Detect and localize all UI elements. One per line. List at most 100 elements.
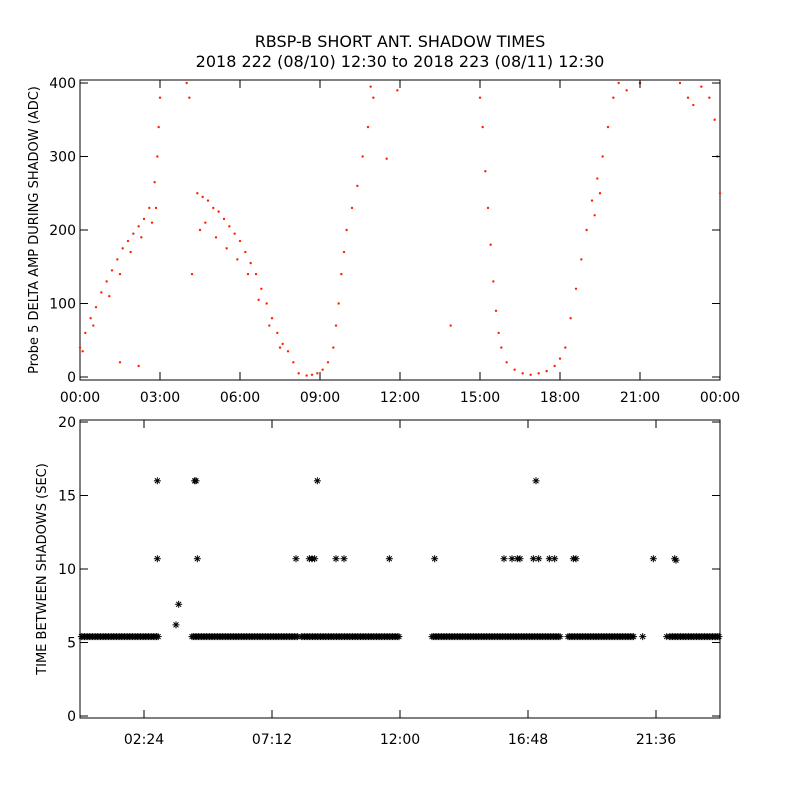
top-data-point [92,324,95,327]
top-data-point [489,243,492,246]
top-data-point [492,280,495,283]
top-data-point [222,217,226,221]
top-data-point [686,96,690,99]
top-data-point [708,96,711,99]
top-data-point [593,214,596,217]
bottom-data-points [153,477,680,641]
top-data-point [281,342,284,346]
bottom-panel: 02:24 07:12 12:00 16:48 21:36 0 5 10 15 20 TIME … [35,415,723,748]
bottom-y-ticks: 0 5 10 15 20 [58,415,720,725]
top-data-point [150,221,154,224]
top-data-point [537,372,540,375]
bottom-data-point [153,477,161,485]
top-data-point [236,258,239,261]
bottom-data-point [193,555,201,563]
top-data-point [257,298,260,302]
top-data-point [356,184,359,188]
top-y-tick-label: 300 [49,150,76,166]
bottom-baseline-point [715,633,723,641]
top-data-point [590,199,594,202]
bottom-x-tick-label: 21:36 [636,732,676,748]
top-data-point [116,258,119,261]
top-data-point [137,364,140,368]
top-data-point [217,210,220,213]
top-data-point [89,317,92,320]
bottom-data-point [532,477,540,485]
bottom-y-tick-label: 0 [67,709,76,725]
top-data-point [292,361,295,364]
bottom-data-point [572,555,580,563]
top-data-point [481,125,484,129]
top-data-point [148,206,151,210]
bottom-data-point [649,555,657,563]
top-x-tick-label: 00:00 [60,390,100,406]
top-data-point [345,228,348,232]
top-data-point [156,155,159,158]
bottom-data-point [311,555,319,563]
top-data-point [617,81,620,85]
bottom-baseline-points [77,633,723,641]
bottom-y-tick-label: 15 [58,489,76,505]
bottom-data-point [508,555,516,563]
top-x-tick-label: 21:00 [620,390,660,406]
top-data-point [497,331,500,335]
top-plot-frame [79,79,721,381]
top-data-point [342,250,346,254]
top-data-point [366,125,370,129]
bottom-baseline-point [630,633,638,641]
top-data-point [606,125,610,129]
top-x-ticks: 00:00 03:00 06:00 09:00 12:00 15:00 18:00 21:00… [60,80,740,406]
top-data-point [369,85,372,88]
top-data-point [585,228,588,232]
top-data-point [196,192,199,195]
bottom-data-point [663,633,671,641]
top-data-point [700,85,703,88]
bottom-x-tick-label: 07:12 [252,732,292,748]
top-data-point [105,280,108,283]
bottom-data-point [332,555,340,563]
bottom-data-point [153,555,161,563]
top-data-point [286,350,290,353]
bottom-y-axis-label: TIME BETWEEN SHADOWS (SEC) [35,463,50,676]
chart-title-line-2: 2018 222 (08/10) 12:30 to 2018 223 (08/1… [195,52,605,71]
top-data-point [601,155,604,158]
top-data-point [574,287,578,290]
top-data-point [513,368,516,371]
top-data-point [305,374,308,377]
top-data-point [598,192,602,195]
top-data-point [500,346,503,349]
top-data-point [372,96,375,99]
bottom-data-point [313,477,321,485]
top-data-point [100,291,103,294]
bottom-data-point [551,555,559,563]
bottom-y-tick-label: 10 [58,562,76,578]
top-data-point [350,206,354,210]
top-y-tick-label: 0 [67,370,76,386]
top-data-point [612,96,615,99]
chart-title-line-1: RBSP-B SHORT ANT. SHADOW TIMES [254,32,546,51]
top-data-point [361,155,364,158]
top-data-point [486,206,490,210]
top-data-point [449,324,452,327]
bottom-data-point [385,555,393,563]
top-data-point [718,192,722,195]
top-data-point [276,331,279,335]
top-data-point [558,357,562,360]
top-data-point [297,372,300,375]
top-x-tick-label: 06:00 [220,390,260,406]
top-data-point [569,317,572,320]
top-data-point [478,96,482,99]
top-data-point [225,247,228,250]
top-data-point [121,247,124,250]
bottom-data-point [292,555,300,563]
top-x-tick-label: 00:00 [700,390,740,406]
top-data-point [214,236,218,239]
top-data-point [158,96,162,99]
top-data-point [249,261,252,265]
top-data-point [596,177,599,180]
top-data-point [126,239,130,243]
bottom-x-tick-label: 02:24 [124,732,164,748]
bottom-data-point [639,633,647,641]
top-data-point [238,239,242,243]
top-data-point [254,272,258,276]
